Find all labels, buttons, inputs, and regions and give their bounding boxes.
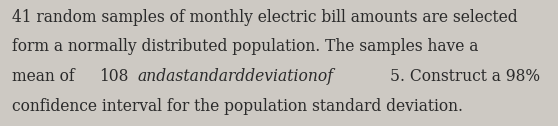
Text: form a normally distributed population. The samples have a: form a normally distributed population. …	[12, 38, 479, 55]
Text: 108: 108	[99, 68, 129, 85]
Text: confidence interval for the population standard deviation.: confidence interval for the population s…	[12, 98, 463, 115]
Text: 41 random samples of monthly electric bill amounts are selected: 41 random samples of monthly electric bi…	[12, 9, 518, 26]
Text: 5. Construct a 98%: 5. Construct a 98%	[390, 68, 540, 85]
Text: andastandarddeviationof: andastandarddeviationof	[137, 68, 333, 85]
Text: mean of: mean of	[12, 68, 80, 85]
